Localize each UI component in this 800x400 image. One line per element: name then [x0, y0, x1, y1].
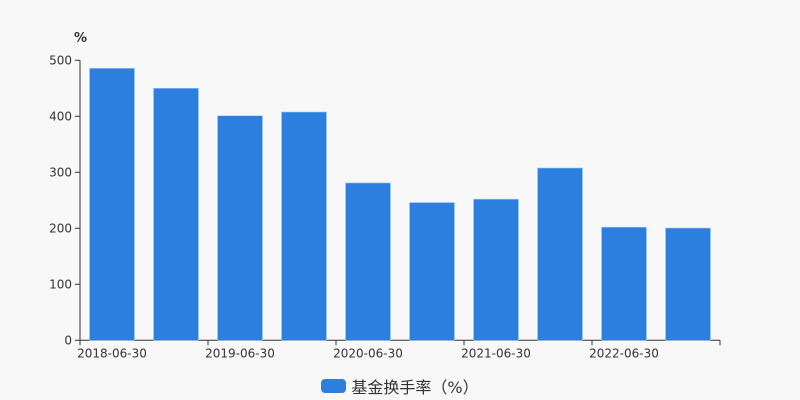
y-tick-label: 400 [49, 109, 72, 123]
x-tick-label: 2020-06-30 [333, 346, 403, 360]
y-axis-label: % [74, 31, 87, 46]
y-tick-label: 200 [49, 221, 72, 235]
y-tick-label: 300 [49, 165, 72, 179]
y-tick-label: 100 [49, 277, 72, 291]
bar [217, 115, 263, 341]
bars [89, 68, 711, 341]
legend-label: 基金换手率（%） [351, 378, 479, 397]
bar [345, 182, 391, 341]
x-tick-label: 2019-06-30 [205, 346, 275, 360]
y-axis: 0 100 200 300 400 500 [49, 53, 81, 347]
x-tick-label: 2022-06-30 [589, 346, 659, 360]
x-axis: 2018-06-30 2019-06-30 2020-06-30 2021-06-30… [77, 339, 721, 360]
y-tick-label: 500 [49, 53, 72, 67]
legend-swatch [321, 379, 347, 393]
legend[interactable]: 基金换手率（%） [0, 374, 800, 398]
x-tick-label: 2021-06-30 [461, 346, 531, 360]
bar [473, 198, 519, 341]
bar [281, 111, 327, 341]
bar [409, 202, 455, 341]
y-tick-label: 0 [64, 333, 72, 347]
bar [153, 88, 199, 341]
bar [89, 68, 135, 341]
x-tick-label: 2018-06-30 [77, 346, 147, 360]
bar [665, 227, 711, 341]
bar [537, 167, 583, 341]
bar [601, 226, 647, 341]
